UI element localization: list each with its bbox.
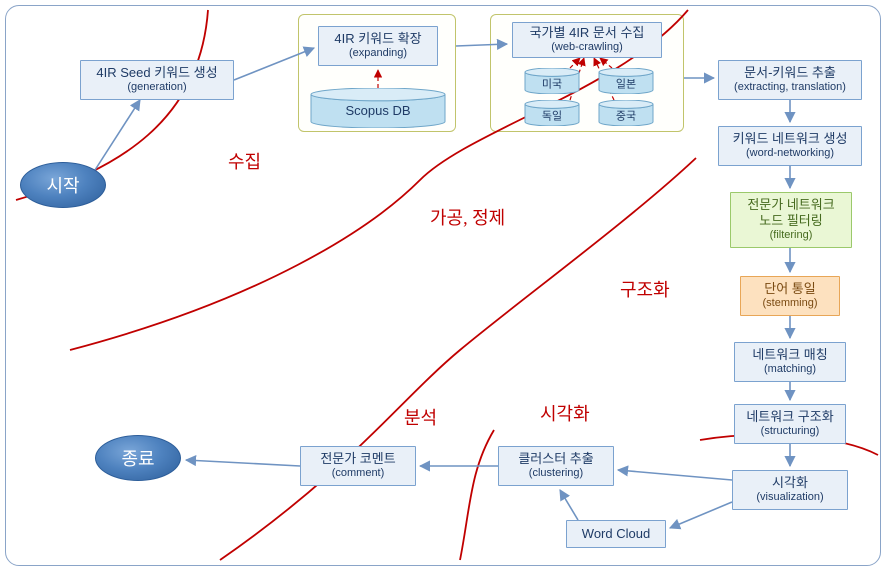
node-label: 국가별 4IR 문서 수집: [530, 25, 645, 41]
db-label: 일본: [598, 75, 654, 91]
terminal-end: 종료: [95, 435, 181, 481]
node-clustering: 클러스터 추출(clustering): [498, 446, 614, 486]
db-us: 미국: [524, 68, 580, 94]
region-label-struct: 구조화: [620, 276, 670, 302]
db-de: 독일: [524, 100, 580, 126]
terminal-start: 시작: [20, 162, 106, 208]
node-label: 4IR 키워드 확장: [334, 31, 421, 47]
node-sublabel: (generation): [127, 81, 186, 95]
node-sublabel: (visualization): [756, 491, 823, 505]
node-sublabel: (clustering): [529, 467, 583, 481]
node-label: 전문가 코멘트: [320, 451, 395, 467]
db-jp: 일본: [598, 68, 654, 94]
node-label: 키워드 네트워크 생성: [733, 131, 848, 147]
node-visualization: 시각화(visualization): [732, 470, 848, 510]
node-sublabel: (matching): [764, 363, 816, 377]
db-label: Scopus DB: [310, 103, 446, 118]
node-stemming: 단어 통일(stemming): [740, 276, 840, 316]
node-label: Word Cloud: [582, 526, 650, 542]
node-structuring: 네트워크 구조화(structuring): [734, 404, 846, 444]
node-sublabel: (expanding): [349, 47, 407, 61]
region-label-collect: 수집: [228, 148, 261, 174]
db-label: 독일: [524, 107, 580, 123]
node-collect: 국가별 4IR 문서 수집(web-crawling): [512, 22, 662, 58]
node-label: 네트워크 구조화: [746, 409, 833, 425]
node-label: 시각화: [772, 475, 808, 491]
node-sublabel: (stemming): [762, 297, 817, 311]
db-label: 미국: [524, 75, 580, 91]
node-sublabel: (comment): [332, 467, 385, 481]
node-word-network: 키워드 네트워크 생성(word-networking): [718, 126, 862, 166]
node-label: 전문가 네트워크 노드 필터링: [747, 197, 834, 230]
db-label: 중국: [598, 107, 654, 123]
node-label: 4IR Seed 키워드 생성: [96, 65, 217, 81]
db-cn: 중국: [598, 100, 654, 126]
node-extract: 문서-키워드 추출(extracting, translation): [718, 60, 862, 100]
terminal-start-label: 시작: [46, 172, 79, 198]
node-label: 클러스터 추출: [518, 451, 593, 467]
terminal-end-label: 종료: [121, 445, 154, 471]
node-sublabel: (word-networking): [746, 147, 834, 161]
node-matching: 네트워크 매칭(matching): [734, 342, 846, 382]
node-sublabel: (extracting, translation): [734, 81, 846, 95]
node-filter: 전문가 네트워크 노드 필터링(filtering): [730, 192, 852, 248]
region-label-vis: 시각화: [540, 400, 590, 426]
node-label: 문서-키워드 추출: [744, 65, 836, 81]
node-seed-keyword: 4IR Seed 키워드 생성(generation): [80, 60, 234, 100]
db-scopus: Scopus DB: [310, 88, 446, 128]
node-label: 네트워크 매칭: [752, 347, 827, 363]
region-label-process: 가공, 정제: [430, 204, 505, 230]
node-sublabel: (web-crawling): [551, 41, 623, 55]
node-expand: 4IR 키워드 확장(expanding): [318, 26, 438, 66]
node-sublabel: (structuring): [761, 425, 820, 439]
node-wordcloud: Word Cloud: [566, 520, 666, 548]
node-label: 단어 통일: [764, 281, 815, 297]
region-label-analysis: 분석: [404, 404, 437, 430]
node-comment: 전문가 코멘트(comment): [300, 446, 416, 486]
node-sublabel: (filtering): [770, 229, 813, 243]
